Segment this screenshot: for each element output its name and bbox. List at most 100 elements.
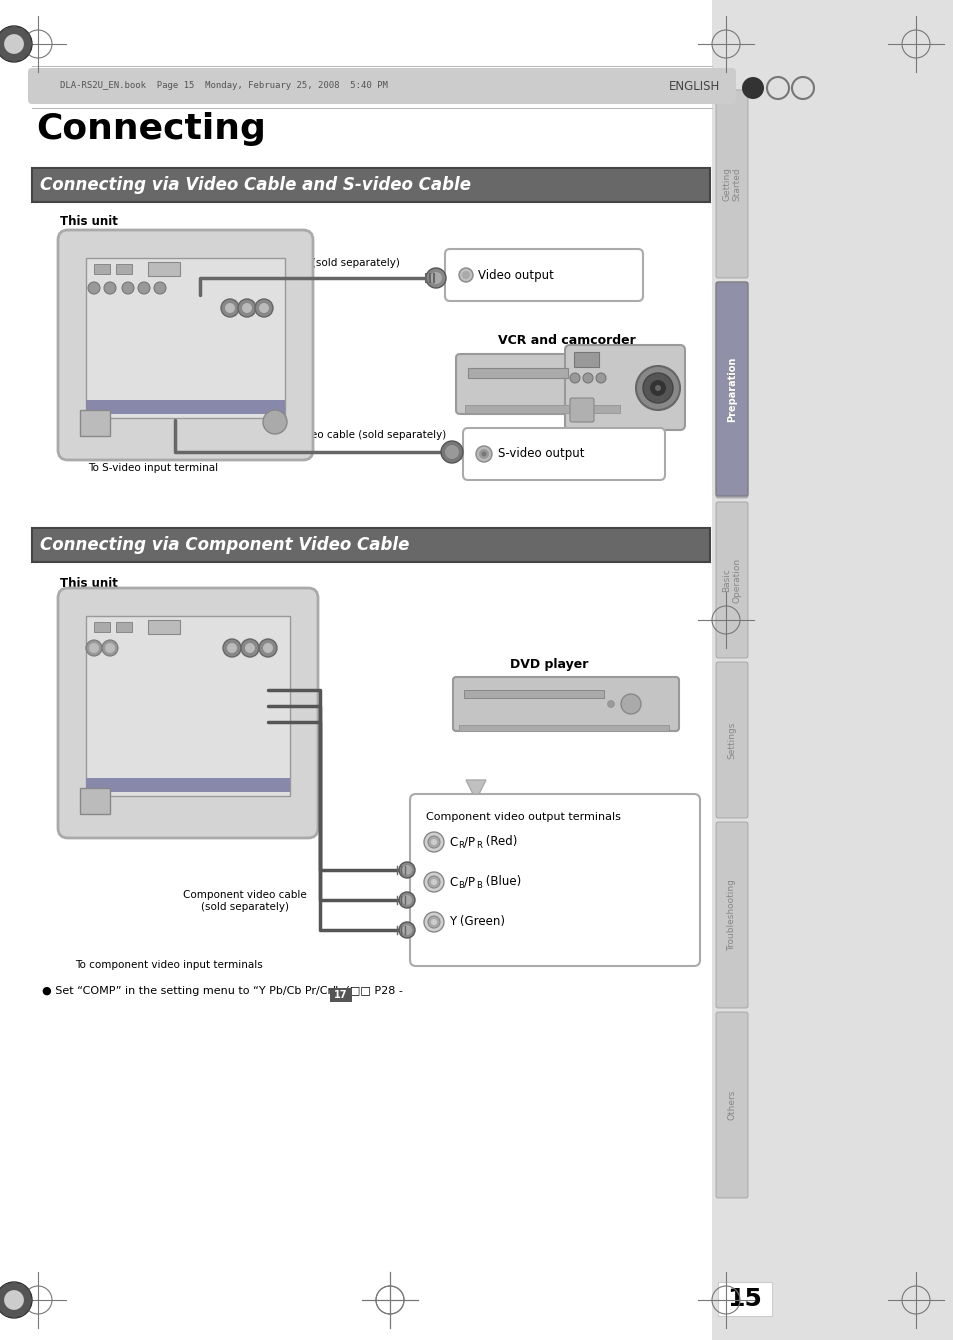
Circle shape [569, 373, 579, 383]
Circle shape [19, 1284, 25, 1289]
Text: Connecting via Component Video Cable: Connecting via Component Video Cable [40, 536, 409, 553]
Circle shape [225, 303, 234, 314]
Text: (Blue): (Blue) [481, 875, 520, 888]
Circle shape [104, 281, 116, 293]
FancyBboxPatch shape [716, 281, 747, 498]
Text: Preparation: Preparation [726, 356, 737, 422]
Circle shape [428, 836, 439, 848]
Bar [574, 352, 598, 367]
Circle shape [258, 303, 269, 314]
Bar [94, 264, 110, 273]
Text: C: C [449, 836, 456, 848]
Text: ENGLISH: ENGLISH [668, 79, 720, 92]
Circle shape [401, 866, 412, 875]
Bar [80, 788, 110, 813]
FancyBboxPatch shape [58, 230, 313, 460]
Circle shape [4, 1290, 24, 1311]
Circle shape [25, 34, 30, 39]
Circle shape [153, 281, 166, 293]
Circle shape [258, 639, 276, 657]
Text: Troubleshooting: Troubleshooting [727, 879, 736, 951]
FancyBboxPatch shape [444, 249, 642, 302]
Bar [32, 168, 709, 202]
Circle shape [105, 643, 115, 653]
Bar [116, 264, 132, 273]
FancyBboxPatch shape [58, 588, 317, 838]
Circle shape [620, 694, 640, 714]
Circle shape [102, 641, 118, 657]
Bar [718, 1282, 771, 1316]
Bar [464, 405, 619, 413]
Bar [458, 725, 668, 732]
Circle shape [431, 839, 436, 846]
Text: R: R [476, 842, 481, 851]
Text: Component video output terminals: Component video output terminals [426, 812, 620, 821]
Circle shape [476, 446, 492, 462]
Circle shape [25, 50, 30, 55]
Circle shape [227, 643, 236, 653]
Bar [148, 620, 180, 634]
Circle shape [27, 1297, 32, 1302]
Text: S-video cable (sold separately): S-video cable (sold separately) [285, 430, 446, 440]
Text: DLA-RS2U_EN.book  Page 15  Monday, February 25, 2008  5:40 PM: DLA-RS2U_EN.book Page 15 Monday, Februar… [60, 82, 388, 91]
Circle shape [25, 1289, 30, 1294]
FancyBboxPatch shape [456, 354, 634, 414]
Circle shape [461, 271, 470, 279]
FancyBboxPatch shape [716, 281, 747, 496]
Text: Getting
Started: Getting Started [721, 168, 740, 201]
Text: Preparation: Preparation [727, 359, 736, 421]
Circle shape [221, 299, 239, 318]
Circle shape [401, 895, 412, 904]
Circle shape [0, 34, 4, 39]
Bar [86, 401, 285, 414]
Circle shape [245, 643, 254, 653]
Circle shape [423, 913, 443, 933]
Text: DVD player: DVD player [510, 658, 588, 671]
Circle shape [0, 25, 32, 62]
Bar [86, 779, 290, 792]
Circle shape [237, 299, 255, 318]
Circle shape [423, 872, 443, 892]
Circle shape [398, 892, 415, 909]
Circle shape [223, 639, 241, 657]
Bar [32, 528, 709, 561]
Circle shape [431, 919, 436, 925]
Circle shape [19, 28, 25, 34]
Text: To component video input terminals: To component video input terminals [75, 959, 262, 970]
Circle shape [655, 385, 660, 391]
Circle shape [606, 699, 615, 708]
Bar [116, 622, 132, 632]
Circle shape [25, 1305, 30, 1311]
Circle shape [741, 76, 763, 99]
Bar [86, 616, 290, 796]
Circle shape [27, 42, 32, 47]
Bar [148, 263, 180, 276]
Text: 17: 17 [334, 990, 348, 1000]
Circle shape [11, 56, 17, 62]
FancyBboxPatch shape [716, 662, 747, 817]
Text: 15: 15 [727, 1286, 761, 1311]
Polygon shape [437, 271, 450, 283]
Text: /P: /P [463, 875, 475, 888]
Circle shape [19, 1311, 25, 1316]
Circle shape [19, 55, 25, 60]
Circle shape [89, 643, 99, 653]
Circle shape [0, 50, 4, 55]
Circle shape [398, 922, 415, 938]
Circle shape [254, 299, 273, 318]
Text: Component video cable
(sold separately): Component video cable (sold separately) [183, 890, 307, 911]
Bar [468, 369, 567, 378]
Text: B: B [476, 882, 481, 891]
Bar [94, 622, 110, 632]
Circle shape [481, 452, 486, 457]
Circle shape [0, 1297, 1, 1302]
Text: S-video output: S-video output [497, 448, 584, 461]
Circle shape [596, 373, 605, 383]
Circle shape [4, 1284, 9, 1289]
Circle shape [431, 879, 436, 884]
FancyBboxPatch shape [716, 502, 747, 658]
Circle shape [636, 366, 679, 410]
Circle shape [478, 449, 489, 460]
Circle shape [4, 55, 9, 60]
FancyBboxPatch shape [716, 90, 747, 277]
